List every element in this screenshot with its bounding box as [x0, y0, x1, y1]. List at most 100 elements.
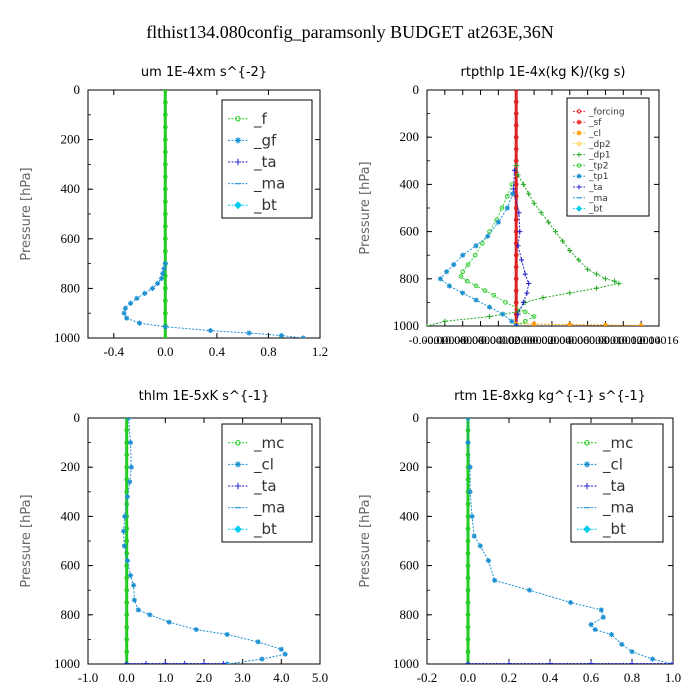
legend-label: _f: [253, 110, 268, 129]
data-point: [460, 290, 466, 296]
data-point: [576, 257, 582, 263]
legend-marker: [583, 525, 591, 534]
data-point: [515, 243, 521, 249]
data-point: [163, 149, 168, 155]
data-point: [511, 167, 518, 173]
data-point: [427, 323, 430, 326]
legend-label: _cl: [602, 455, 623, 474]
legend-label: _bt: [253, 520, 277, 539]
legend: _mc _cl _ta _ma _bt: [570, 423, 664, 543]
data-point: [163, 224, 168, 229]
data-point: [300, 335, 306, 338]
y-tick-label: 0: [413, 82, 420, 97]
y-tick-label: 200: [61, 459, 81, 474]
x-tick-label: 0.4: [209, 344, 226, 359]
data-point: [465, 624, 471, 630]
data-point: [513, 276, 519, 282]
data-point: [465, 600, 471, 605]
data-point: [465, 501, 471, 507]
data-point: [513, 162, 519, 169]
legend-label: _ta: [602, 477, 626, 496]
legend-marker: [234, 158, 242, 166]
data-point: [163, 298, 168, 304]
legend-label: _ma: [253, 175, 285, 194]
data-point: [509, 318, 515, 324]
data-point: [124, 558, 131, 564]
x-tick-label: 0.0000: [500, 333, 533, 347]
data-point: [124, 587, 129, 593]
data-point: [518, 257, 525, 263]
data-point: [160, 270, 166, 277]
x-tick-label: -0.00002: [477, 333, 520, 347]
data-point: [201, 660, 207, 664]
data-point: [567, 247, 573, 254]
data-point: [460, 269, 466, 275]
data-point: [124, 526, 129, 532]
data-point: [526, 191, 532, 197]
x-tick-label: -0.00004: [459, 333, 502, 347]
series-markers-tp2: [458, 182, 537, 326]
data-point: [465, 637, 471, 642]
data-point: [259, 656, 265, 662]
data-point: [124, 477, 129, 482]
data-point: [504, 205, 510, 211]
legend: _f _gf _ta _ma _bt: [221, 99, 313, 219]
x-tick-label: 0.00002: [515, 333, 554, 347]
legend-marker: [576, 173, 582, 179]
data-point: [465, 440, 471, 446]
data-point: [131, 597, 137, 603]
data-point: [513, 99, 519, 105]
legend-marker: [576, 141, 582, 146]
data-point: [513, 264, 519, 270]
data-point: [278, 332, 284, 338]
x-tick-label: 0.00016: [640, 333, 679, 347]
data-point: [163, 90, 168, 93]
data-point: [278, 646, 284, 652]
series-markers-dp1: [427, 162, 622, 326]
data-point: [458, 274, 464, 279]
legend-label: _dp1: [588, 151, 611, 161]
legend: _mc _cl _ta _ma _bt: [221, 423, 313, 543]
x-tick-label: -0.4: [103, 344, 124, 359]
data-point: [464, 278, 470, 284]
legend-label: _mc: [253, 434, 284, 453]
data-point: [124, 418, 129, 421]
x-tick-label: 2.0: [196, 670, 212, 685]
data-point: [526, 587, 533, 593]
chart-panel-1: um 1E-4xm s^{-2} Pressure [hPa] 0 200 400 600…: [19, 65, 328, 359]
data-point: [471, 533, 477, 539]
legend-marker: [576, 152, 582, 157]
x-tick-label: 0.0001: [589, 333, 622, 347]
data-point: [491, 293, 497, 298]
data-point: [592, 626, 598, 633]
y-tick-label: 0: [74, 82, 81, 97]
legend-marker: [234, 461, 242, 468]
data-point: [127, 479, 133, 485]
data-point: [467, 464, 473, 470]
legend-label: _gf: [253, 131, 277, 150]
data-point: [166, 619, 172, 625]
data-point: [124, 575, 129, 581]
y-tick-label: 400: [400, 508, 420, 523]
chart-title: rtpthlp 1E-4x(kg K)/(kg s): [461, 65, 626, 80]
data-point: [143, 660, 149, 664]
data-point: [477, 543, 483, 549]
data-point: [124, 452, 129, 458]
legend-label: _bt: [588, 205, 603, 215]
x-tick-label: 0.4: [542, 670, 559, 685]
data-point: [163, 137, 168, 142]
y-tick-label: 400: [61, 508, 81, 523]
data-point: [486, 304, 493, 310]
data-point: [465, 418, 471, 421]
legend-marker: [575, 205, 583, 212]
data-point: [163, 186, 168, 192]
series-line-cl: [123, 418, 287, 664]
data-point: [465, 649, 471, 655]
data-point: [513, 193, 519, 199]
data-point: [560, 238, 566, 244]
x-tick-label: 0.8: [260, 344, 276, 359]
x-tick-label: -0.00008: [423, 333, 466, 347]
data-point: [513, 90, 519, 93]
y-axis-label: Pressure [hPa]: [19, 494, 34, 587]
x-tick-label: 0.00014: [622, 333, 661, 347]
